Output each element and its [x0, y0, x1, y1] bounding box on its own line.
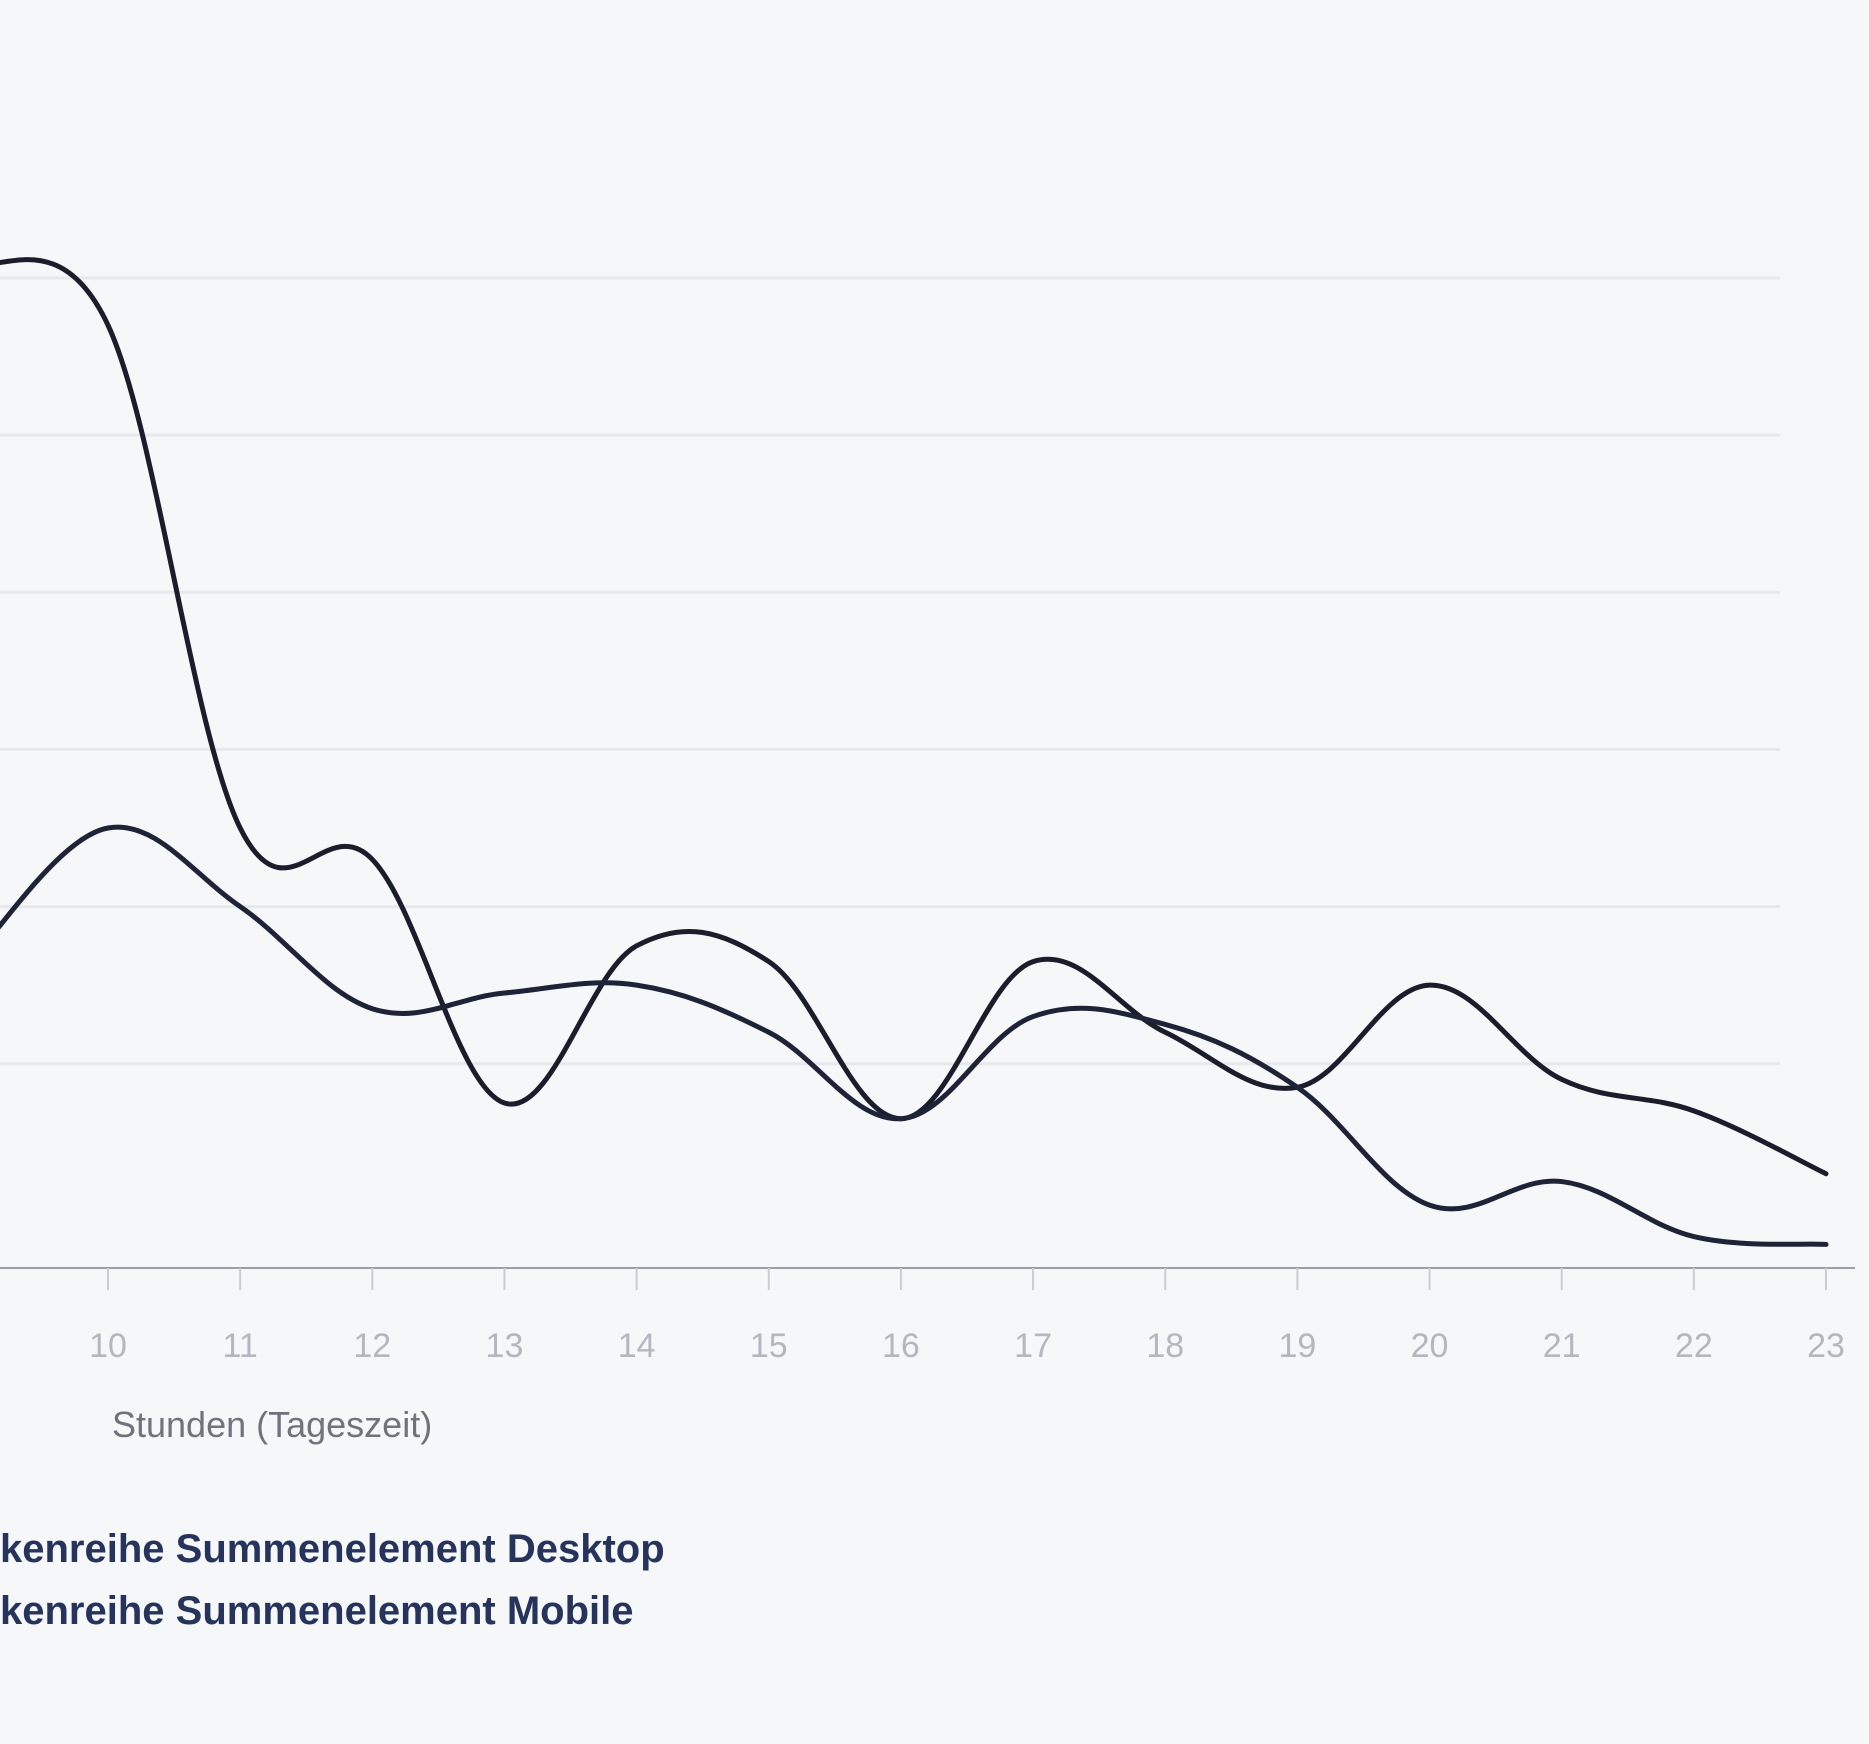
series-line-mobile	[0, 824, 1829, 1247]
x-tick-label: 16	[882, 1327, 920, 1365]
x-tick-label: 17	[1014, 1327, 1052, 1365]
grid-lines	[0, 276, 1780, 1066]
x-tick-label: 11	[223, 1327, 258, 1365]
x-tick-label: 13	[486, 1327, 524, 1365]
x-tick-labels: 10 11 12 13 14 15 16 17 18 19 20 21 22 23	[89, 1327, 1845, 1365]
x-tick-label: 20	[1411, 1327, 1449, 1365]
legend: kenreihe Summenelement Desktop kenreihe …	[0, 1527, 665, 1633]
x-axis	[0, 1267, 1855, 1290]
x-tick-label: 12	[353, 1327, 391, 1365]
series-line-desktop	[0, 257, 1829, 1177]
x-tick-label: 10	[89, 1327, 127, 1365]
x-tick-label: 15	[750, 1327, 788, 1365]
legend-entry-mobile: kenreihe Summenelement Mobile	[0, 1589, 634, 1633]
x-tick-label: 18	[1146, 1327, 1184, 1365]
x-axis-title: Stunden (Tageszeit)	[112, 1404, 432, 1445]
legend-entry-desktop: kenreihe Summenelement Desktop	[0, 1527, 665, 1571]
x-tick-label: 19	[1278, 1327, 1316, 1365]
x-tick-label: 23	[1807, 1327, 1845, 1365]
series-lines	[0, 257, 1829, 1247]
x-tick-label: 14	[618, 1327, 656, 1365]
x-tick-label: 22	[1675, 1327, 1713, 1365]
x-tick-label: 21	[1543, 1327, 1581, 1365]
